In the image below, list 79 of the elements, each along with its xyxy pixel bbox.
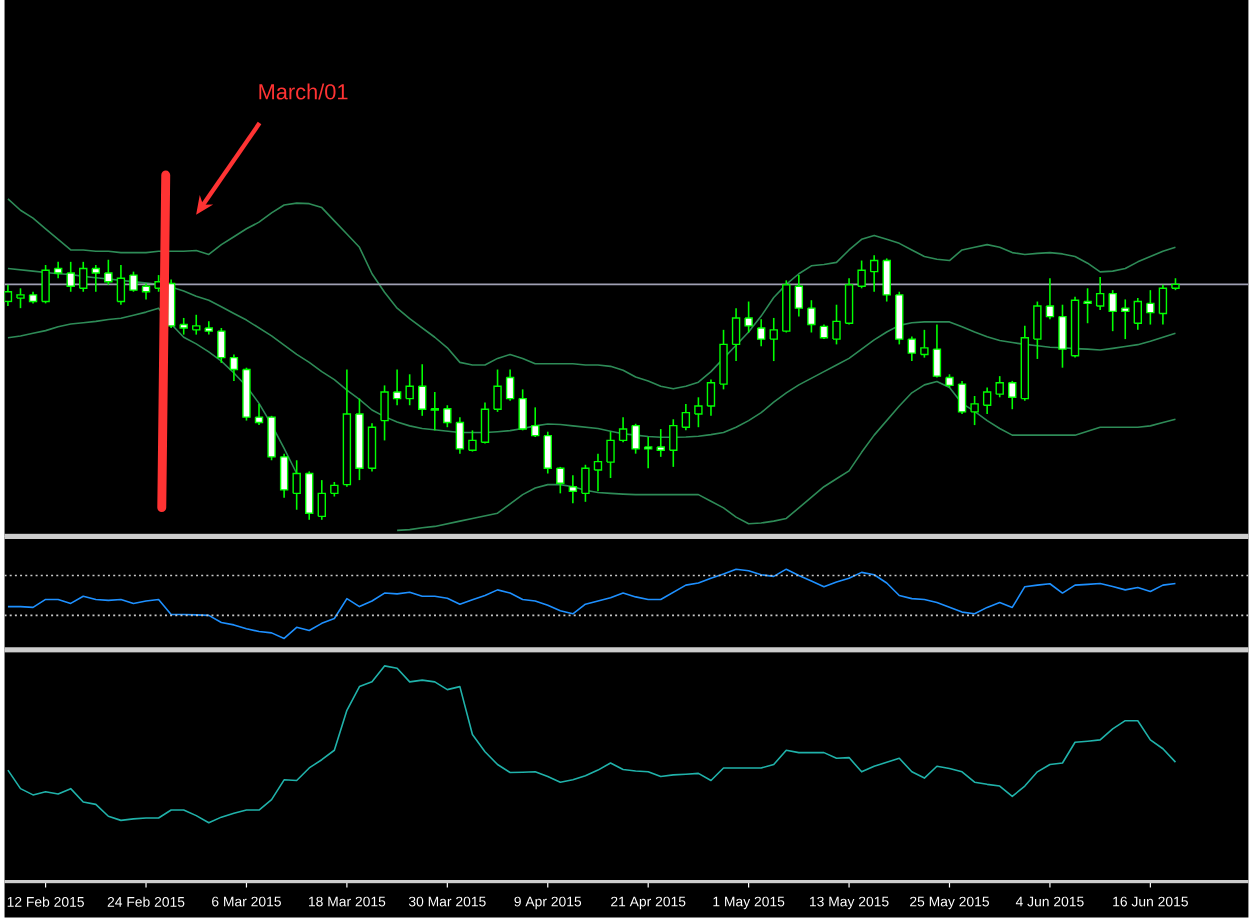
candlestick [129, 271, 138, 293]
candlestick [606, 431, 615, 480]
candlestick [1158, 284, 1168, 326]
candlestick [869, 254, 879, 293]
candlestick [995, 375, 1004, 399]
candlestick [844, 277, 854, 326]
candlestick [782, 279, 791, 334]
candlestick [568, 474, 578, 505]
candlestick [543, 431, 552, 475]
text: March/01 [259, 83, 348, 100]
candlestick [1095, 276, 1105, 312]
candlestick [217, 327, 226, 364]
candlestick [706, 379, 716, 417]
candlestick [418, 363, 427, 417]
candlestick [1121, 298, 1130, 341]
candlestick [857, 259, 866, 290]
candlestick [192, 314, 201, 336]
candlestick [895, 291, 904, 346]
candlestick [1045, 277, 1055, 321]
candlestick [694, 396, 703, 429]
candlestick [405, 373, 414, 407]
candlestick [468, 429, 477, 453]
candlestick [744, 300, 753, 334]
candlestick [455, 416, 465, 455]
candlestick [267, 415, 276, 462]
candlestick [1033, 300, 1042, 360]
candlestick [882, 257, 891, 303]
candlestick [79, 261, 88, 293]
candlestick [480, 402, 490, 445]
candlestick [430, 391, 439, 432]
candlestick [920, 329, 929, 359]
candlestick [731, 307, 741, 363]
candlestick [104, 259, 113, 286]
candlestick [16, 287, 25, 310]
candlestick [531, 406, 540, 439]
candlestick [982, 386, 992, 416]
candlestick [556, 466, 565, 495]
candlestick [116, 264, 126, 306]
candlestick [681, 403, 691, 432]
candlestick [1146, 289, 1155, 326]
candlestick [493, 368, 502, 413]
candlestick [756, 318, 766, 348]
candlestick [643, 436, 653, 470]
candlestick [1108, 289, 1117, 333]
candlestick [593, 453, 603, 493]
candlestick [832, 304, 841, 346]
candlestick [91, 264, 101, 293]
candlestick [794, 274, 804, 318]
candlestick [769, 317, 778, 363]
candlestick [1058, 304, 1067, 369]
candlestick [380, 384, 389, 442]
candlestick [279, 453, 289, 499]
candlestick [518, 388, 527, 432]
candlestick [317, 479, 326, 521]
candlestick [807, 299, 816, 334]
candlestick [305, 470, 314, 521]
candlestick [505, 368, 515, 402]
candlestick [1133, 297, 1143, 331]
candlestick [932, 324, 942, 379]
candlestick [907, 335, 917, 363]
candlestick [41, 264, 50, 305]
candlestick [242, 367, 251, 422]
candlestick [970, 395, 979, 427]
candlestick [581, 464, 590, 503]
candlestick [229, 353, 239, 382]
candlestick [66, 261, 75, 293]
candlestick [1083, 287, 1092, 325]
candlestick [1008, 380, 1017, 411]
candlestick [618, 416, 628, 444]
candlestick [631, 423, 640, 455]
candlestick [957, 380, 967, 416]
candlestick [719, 329, 728, 391]
candlestick [254, 403, 264, 427]
candlestick [656, 428, 665, 458]
candlestick [443, 404, 452, 429]
candlestick [367, 422, 377, 473]
candlestick [292, 459, 301, 511]
candlestick [669, 418, 678, 468]
candlestick [392, 368, 402, 407]
